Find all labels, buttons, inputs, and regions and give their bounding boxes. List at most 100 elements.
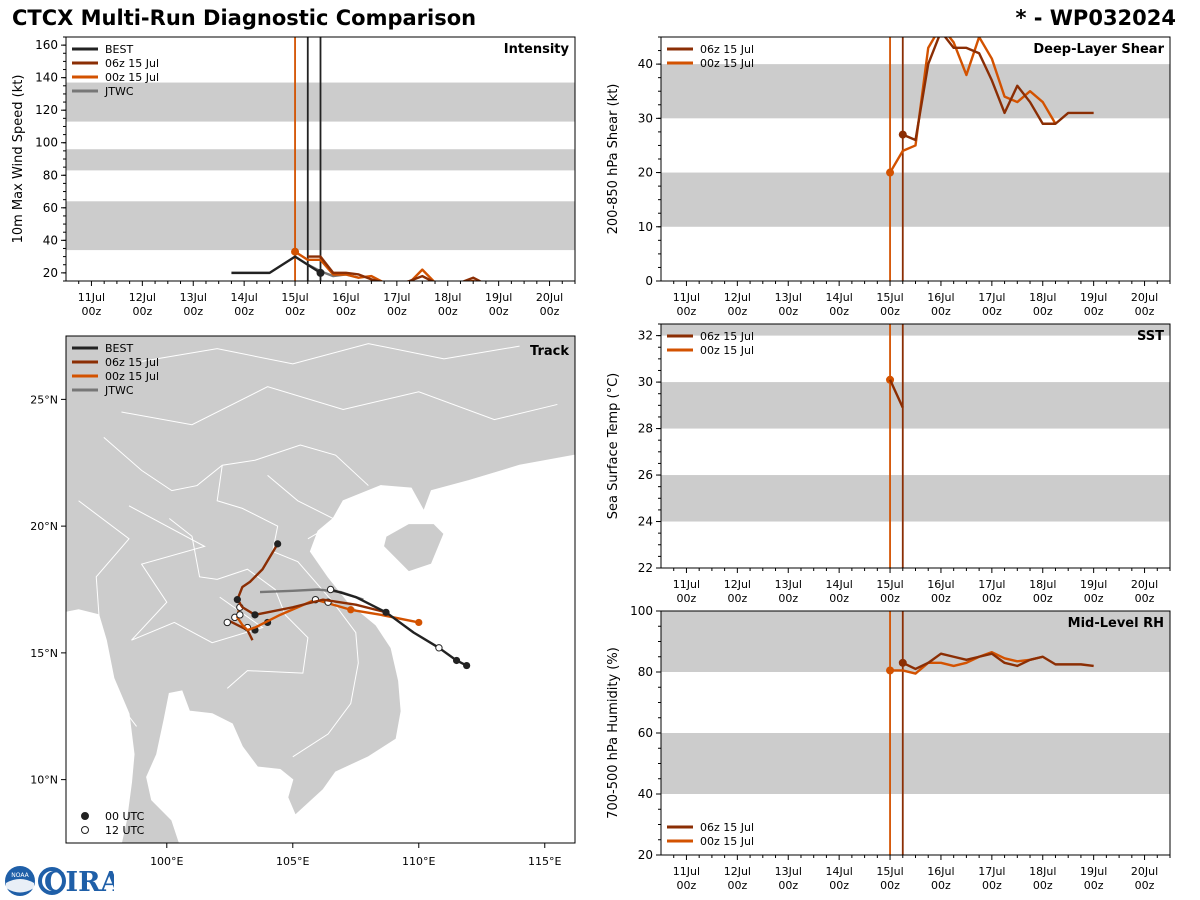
noaa-seal-text: NOAA bbox=[11, 872, 29, 879]
shear-xtick-label-hour: 00z bbox=[1033, 305, 1053, 318]
shear-xtick-label-day: 11Jul bbox=[673, 291, 700, 304]
shear-ytick-label: 40 bbox=[638, 57, 653, 71]
intensity-xtick-label-hour: 00z bbox=[132, 305, 152, 318]
rh-ytick-label: 60 bbox=[638, 726, 653, 740]
track-xtick-label: 100°E bbox=[150, 855, 183, 868]
border-line-7 bbox=[267, 475, 340, 540]
rh-xtick-label-day: 12Jul bbox=[724, 865, 751, 878]
shear-ylabel: 200-850 hPa Shear (kt) bbox=[606, 84, 621, 235]
rh-xtick-label-hour: 00z bbox=[880, 879, 900, 892]
intensity-xtick-label-hour: 00z bbox=[438, 305, 458, 318]
shear-legend-label: 06z 15 Jul bbox=[700, 43, 754, 56]
shear-ytick-label: 10 bbox=[638, 220, 653, 234]
intensity-xtick-label-hour: 00z bbox=[82, 305, 102, 318]
intensity-legend-label: JTWC bbox=[104, 85, 134, 98]
sst-xtick-label-day: 18Jul bbox=[1029, 578, 1056, 591]
intensity-xtick-label-day: 12Jul bbox=[129, 291, 156, 304]
border-line-5 bbox=[141, 343, 520, 365]
sst-ytick-label: 32 bbox=[638, 329, 653, 343]
sst-xtick-label-hour: 00z bbox=[982, 592, 1002, 605]
rh-xtick-label-day: 19Jul bbox=[1080, 865, 1107, 878]
track-marker-12utc bbox=[326, 585, 335, 594]
border-line-2 bbox=[216, 465, 359, 758]
rh-title: Mid-Level RH bbox=[1068, 616, 1164, 631]
sst-xtick-label-hour: 00z bbox=[880, 592, 900, 605]
sst-xtick-label-hour: 00z bbox=[677, 592, 697, 605]
rh-legend-label: 00z 15 Jul bbox=[700, 835, 754, 848]
track-marker-00utc bbox=[274, 540, 282, 548]
track-ytick-label: 15°N bbox=[30, 647, 58, 660]
intensity-xtick-label-day: 14Jul bbox=[231, 291, 258, 304]
shear-xtick-label-hour: 00z bbox=[1135, 305, 1155, 318]
intensity-ylabel: 10m Max Wind Speed (kt) bbox=[11, 75, 26, 244]
intensity-series-00z-15-jul bbox=[294, 250, 479, 281]
rh-xtick-label-hour: 00z bbox=[982, 879, 1002, 892]
track-title: Track bbox=[530, 344, 569, 359]
track-marker-00utc bbox=[233, 596, 241, 604]
track-marker-12utc bbox=[435, 644, 443, 652]
track-marker-00utc bbox=[415, 618, 423, 627]
shear-xtick-label-day: 16Jul bbox=[927, 291, 954, 304]
shear-xtick-label-day: 12Jul bbox=[724, 291, 751, 304]
border-line-3 bbox=[128, 505, 264, 644]
rh-xtick-label-day: 20Jul bbox=[1131, 865, 1158, 878]
sst-xtick-label-day: 19Jul bbox=[1080, 578, 1107, 591]
sst-xtick-label-day: 16Jul bbox=[927, 578, 954, 591]
sst-ytick-label: 26 bbox=[638, 468, 653, 482]
rh-legend-label: 06z 15 Jul bbox=[700, 821, 754, 834]
intensity-series-06z-15-jul bbox=[307, 255, 483, 281]
page-title: CTCX Multi-Run Diagnostic Comparison bbox=[12, 6, 477, 30]
sst-band-2 bbox=[661, 324, 1170, 336]
rh-band-1 bbox=[661, 611, 1170, 672]
shear-xtick-label-hour: 00z bbox=[931, 305, 951, 318]
sst-xtick-label-day: 11Jul bbox=[673, 578, 700, 591]
noaa-wave-icon bbox=[6, 879, 34, 893]
shear-marker-06z-15-jul-0 bbox=[898, 130, 907, 139]
shear-xtick-label-hour: 00z bbox=[982, 305, 1002, 318]
shear-marker-00z-15-jul-0 bbox=[886, 168, 895, 177]
intensity-ytick-label: 160 bbox=[35, 38, 58, 52]
intensity-plot-area bbox=[66, 37, 575, 281]
rh-xtick-label-day: 17Jul bbox=[978, 865, 1005, 878]
rh-xtick-label-day: 13Jul bbox=[775, 865, 802, 878]
intensity-ytick-label: 140 bbox=[35, 71, 58, 85]
sst-xtick-label-day: 14Jul bbox=[826, 578, 853, 591]
sst-xtick-label-hour: 00z bbox=[1033, 592, 1053, 605]
intensity-xtick-label-day: 11Jul bbox=[78, 291, 105, 304]
shear-xtick-label-day: 14Jul bbox=[826, 291, 853, 304]
intensity-series-best bbox=[231, 255, 322, 275]
sst-plot-area bbox=[661, 324, 1170, 568]
sst-band-0 bbox=[661, 475, 1170, 522]
sst-legend-label: 06z 15 Jul bbox=[700, 330, 754, 343]
sst-ytick-label: 24 bbox=[638, 515, 653, 529]
intensity-ytick-label: 100 bbox=[35, 136, 58, 150]
rh-ytick-label: 40 bbox=[638, 787, 653, 801]
track-marker-12utc bbox=[236, 611, 244, 619]
sst-xtick-label-hour: 00z bbox=[1135, 592, 1155, 605]
sst-series-06z-15-jul bbox=[888, 379, 904, 409]
track-panel: 100°E 105°E 110°E 115°E 10°N 15°N 20°N 25°N Trac… bbox=[30, 335, 576, 868]
rh-plot-area bbox=[661, 611, 1170, 855]
sst-frame bbox=[660, 323, 1171, 569]
track-legend-label: 06z 15 Jul bbox=[105, 356, 159, 369]
shear-xtick-label-hour: 00z bbox=[829, 305, 849, 318]
rh-ytick-label: 80 bbox=[638, 665, 653, 679]
border-line-1 bbox=[169, 518, 309, 689]
intensity-xtick-label-hour: 00z bbox=[540, 305, 560, 318]
rh-xtick-label-hour: 00z bbox=[677, 879, 697, 892]
rh-xtick-label-day: 18Jul bbox=[1029, 865, 1056, 878]
intensity-marker-00z-15-jul-0 bbox=[291, 247, 300, 256]
track-marker-legend-label: 00 UTC bbox=[105, 810, 145, 823]
shear-plot-area bbox=[661, 37, 1170, 281]
rh-xtick-label-hour: 00z bbox=[1033, 879, 1053, 892]
shear-legend-label: 00z 15 Jul bbox=[700, 57, 754, 70]
intensity-ytick-label: 120 bbox=[35, 103, 58, 117]
rh-xtick-label-hour: 00z bbox=[1084, 879, 1104, 892]
intensity-xtick-label-day: 15Jul bbox=[281, 291, 308, 304]
sst-xtick-label-hour: 00z bbox=[1084, 592, 1104, 605]
sst-xtick-label-hour: 00z bbox=[829, 592, 849, 605]
rh-ytick-label: 20 bbox=[638, 848, 653, 862]
rh-xtick-label-day: 11Jul bbox=[673, 865, 700, 878]
sst-ytick-label: 28 bbox=[638, 422, 653, 436]
